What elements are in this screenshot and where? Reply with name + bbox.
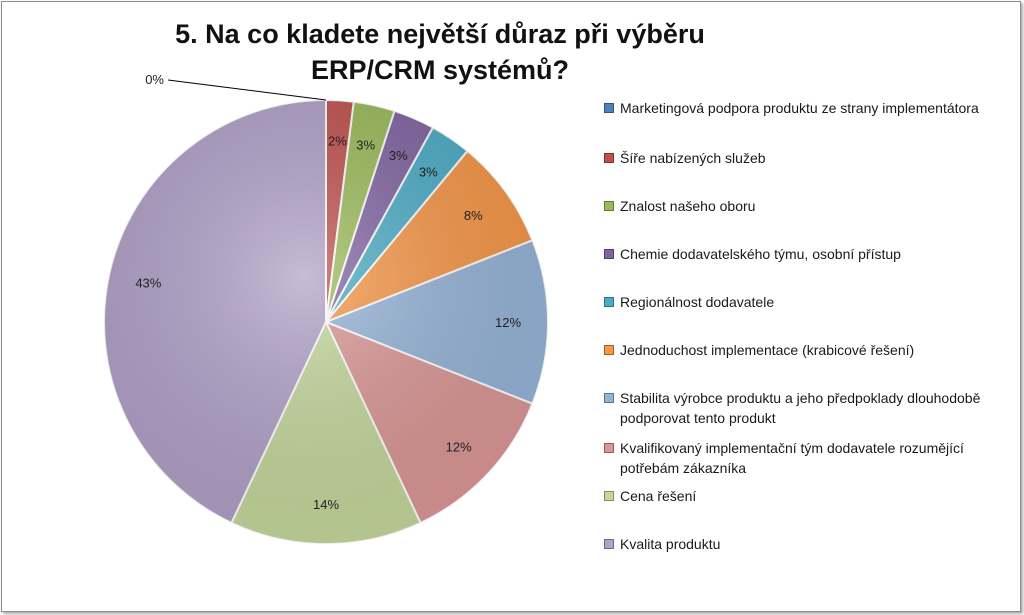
legend-swatch [604, 201, 614, 211]
data-label-kvalifikovany-implementacni-tym-dodavate: 12% [446, 440, 472, 455]
data-label-marketingova-podpora-produktu-ze-strany-: 0% [145, 72, 164, 87]
legend-swatch [604, 345, 614, 355]
legend-label: Regionálnost dodavatele [620, 294, 775, 310]
legend-swatch [604, 491, 614, 501]
legend-label: Šíře nabízených služeb [620, 150, 766, 166]
legend-swatch [604, 249, 614, 259]
legend-label: Stabilita výrobce produktu a jeho předpo… [620, 390, 981, 426]
legend-swatch [604, 153, 614, 163]
data-label-sire-nabizenych-sluzeb: 2% [328, 133, 347, 148]
legend-label: Znalost našeho oboru [620, 198, 756, 214]
legend-label: Jednoduchost implementace (krabicové řeš… [620, 342, 915, 358]
legend-label: Kvalifikovaný implementační tým dodavate… [620, 440, 964, 476]
data-label-znalost-naseho-oboru: 3% [356, 137, 375, 152]
legend-swatch [604, 393, 614, 403]
data-label-cena-reseni: 14% [313, 497, 339, 512]
legend-label: Chemie dodavatelského týmu, osobní příst… [620, 246, 901, 262]
data-label-kvalita-produktu: 43% [135, 275, 161, 290]
legend-label: Kvalita produktu [620, 536, 721, 552]
legend-swatch [604, 539, 614, 549]
legend-swatch [604, 103, 614, 113]
data-label-stabilita-vyrobce-produktu-a-jeho-predpo: 12% [495, 315, 521, 330]
data-label-regionalnost-dodavatele: 3% [419, 164, 438, 179]
data-label-jednoduchost-implementace-krabicove-rese: 8% [464, 208, 483, 223]
data-label-chemie-dodavatelskeho-tymu-osobni-pristu: 3% [389, 148, 408, 163]
legend-swatch [604, 443, 614, 453]
legend-label: Marketingová podpora produktu ze strany … [620, 100, 979, 116]
chart-title: 5. Na co kladete největší důraz při výbě… [175, 19, 705, 85]
leader-line-marketingova-podpora-produktu-ze-strany- [167, 79, 327, 101]
legend-swatch [604, 297, 614, 307]
legend-label: Cena řešení [620, 488, 697, 504]
